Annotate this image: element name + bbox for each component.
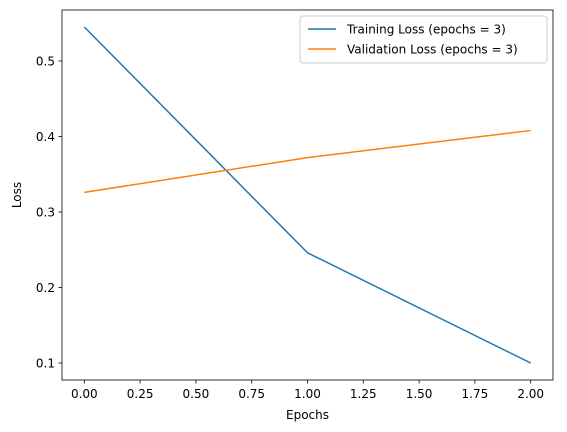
x-tick-label: 0.75	[238, 387, 265, 401]
x-axis-title: Epochs	[286, 408, 329, 422]
y-axis-title: Loss	[10, 182, 24, 208]
x-tick-label: 0.00	[71, 387, 98, 401]
series-line-1	[84, 129, 531, 194]
plot-background	[62, 10, 553, 380]
series-layer	[83, 26, 532, 364]
x-tick-label: 0.25	[127, 387, 154, 401]
x-tick-label: 1.50	[406, 387, 433, 401]
y-tick-label: 0.1	[36, 356, 55, 370]
y-tick-label: 0.4	[36, 130, 55, 144]
x-tick-label: 1.25	[350, 387, 377, 401]
series-line-0	[83, 26, 532, 364]
y-tick-label: 0.3	[36, 205, 55, 219]
legend: Training Loss (epochs = 3) Validation Los…	[299, 15, 548, 64]
legend-box	[299, 15, 548, 64]
x-tick-label: 1.75	[462, 387, 489, 401]
y-tick-label: 0.5	[36, 54, 55, 68]
axes-layer: 0.00 0.25 0.50 0.75 1.00 1.25 1.50 1.75 2.00 0.1 0…	[36, 9, 554, 401]
x-tick-label: 2.00	[517, 387, 544, 401]
x-tick-label: 1.00	[294, 387, 321, 401]
y-tick-label: 0.2	[36, 281, 55, 295]
plot-area	[62, 10, 553, 380]
legend-label-0: Training Loss (epochs = 3)	[346, 22, 506, 36]
x-tick-label: 0.50	[183, 387, 210, 401]
legend-label-1: Validation Loss (epochs = 3)	[347, 42, 518, 56]
